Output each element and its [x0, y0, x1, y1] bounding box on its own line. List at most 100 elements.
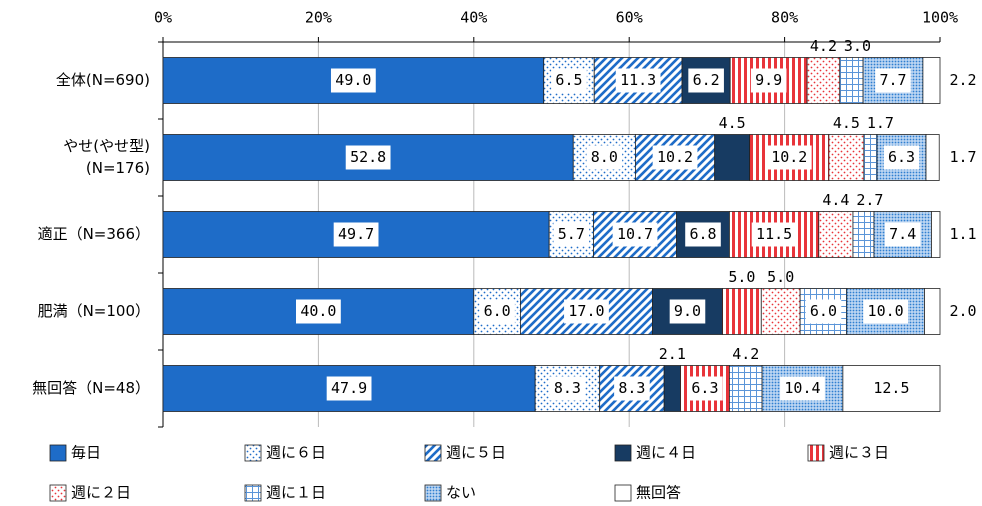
- value-label: 10.0: [868, 302, 904, 320]
- value-label: 1.7: [867, 114, 894, 132]
- value-label: 6.5: [555, 71, 582, 89]
- x-tick-label: 80%: [771, 9, 798, 27]
- value-label: 10.7: [617, 225, 653, 243]
- x-tick-label: 60%: [616, 9, 643, 27]
- value-label-box: [688, 68, 724, 93]
- category-label: 全体(N=690): [56, 71, 150, 89]
- bar-segment: [593, 57, 683, 104]
- legend-swatch: [244, 444, 262, 462]
- value-label: 11.5: [756, 225, 792, 243]
- legend-label: 週に６日: [266, 444, 326, 462]
- bar-segment: [852, 211, 875, 258]
- category-label: やせ(やせ型): [63, 137, 150, 155]
- value-label-box: [345, 145, 391, 170]
- bar-segment: [863, 134, 878, 181]
- value-label: 6.8: [689, 225, 716, 243]
- value-label: 6.0: [810, 302, 837, 320]
- x-tick-label: 40%: [460, 9, 487, 27]
- value-label-box: [751, 222, 797, 247]
- value-label: 2.7: [856, 191, 883, 209]
- value-label: 7.7: [879, 71, 906, 89]
- legend-swatch: [614, 444, 632, 462]
- value-label-box: [780, 376, 825, 401]
- value-label-box: [869, 376, 914, 401]
- value-label-box: [883, 145, 920, 170]
- bar-segment: [663, 365, 681, 412]
- value-label: 9.9: [755, 71, 782, 89]
- category-label: (N=176): [86, 159, 150, 177]
- bar-segment: [760, 288, 801, 335]
- x-tick-label: 20%: [305, 9, 332, 27]
- bar-segment: [722, 288, 762, 335]
- value-label-box: [564, 299, 609, 324]
- legend-label: 無回答: [636, 484, 681, 502]
- value-label: 4.2: [810, 37, 837, 55]
- value-label-box: [586, 145, 623, 170]
- value-label: 5.0: [767, 268, 794, 286]
- value-label: 7.4: [889, 225, 916, 243]
- value-label-box: [766, 145, 812, 170]
- value-label: 4.5: [719, 114, 746, 132]
- value-label: 2.2: [949, 71, 976, 89]
- legend-swatch: [424, 444, 442, 462]
- value-label: 6.2: [693, 71, 720, 89]
- value-label-box: [614, 376, 650, 401]
- bar-segment: [922, 57, 941, 104]
- value-label-box: [615, 68, 661, 93]
- value-label: 1.1: [949, 225, 976, 243]
- legend-swatch: [614, 484, 632, 502]
- value-label: 12.5: [873, 379, 909, 397]
- value-label-box: [875, 68, 911, 93]
- value-label: 11.3: [620, 71, 656, 89]
- legend-swatch: [807, 444, 825, 462]
- bar-segment: [729, 365, 763, 412]
- legend-label: 週に５日: [446, 444, 506, 462]
- value-label: 52.8: [350, 148, 386, 166]
- legend-swatch: [49, 444, 67, 462]
- value-label: 40.0: [300, 302, 336, 320]
- value-label-box: [687, 376, 723, 401]
- value-label: 5.7: [558, 225, 585, 243]
- value-label: 6.0: [484, 302, 511, 320]
- x-tick-label: 100%: [922, 9, 958, 27]
- bar-segment: [925, 134, 940, 181]
- value-label-box: [652, 145, 698, 170]
- bar-segment: [652, 288, 723, 335]
- value-label: 6.3: [691, 379, 718, 397]
- value-label-box: [553, 222, 590, 247]
- value-label-box: [884, 222, 921, 247]
- bar-segment: [806, 57, 841, 104]
- value-label: 8.0: [591, 148, 618, 166]
- value-label: 9.0: [674, 302, 701, 320]
- legend-label: 毎日: [71, 444, 101, 462]
- value-label: 10.2: [771, 148, 807, 166]
- value-label-box: [549, 376, 586, 401]
- legend-label: 週に４日: [636, 444, 696, 462]
- bar-segment: [729, 57, 808, 104]
- legend-swatch: [244, 484, 262, 502]
- value-label-box: [805, 299, 842, 324]
- value-label: 10.4: [784, 379, 820, 397]
- value-label: 10.2: [657, 148, 693, 166]
- bar-segment: [924, 288, 941, 335]
- value-label-box: [863, 299, 909, 324]
- category-label: 適正（N=366）: [38, 225, 150, 243]
- bar-segment: [828, 134, 865, 181]
- legend-label: 週に２日: [71, 484, 131, 502]
- value-label-box: [330, 68, 376, 93]
- bar-segment: [931, 211, 941, 258]
- value-label: 49.7: [338, 225, 374, 243]
- value-label-box: [479, 299, 515, 324]
- value-label-box: [750, 68, 787, 93]
- value-label: 2.1: [659, 345, 686, 363]
- value-label: 2.0: [949, 302, 976, 320]
- value-label-box: [296, 299, 341, 324]
- value-label: 6.3: [888, 148, 915, 166]
- bar-segment: [714, 134, 751, 181]
- x-tick-label: 0%: [154, 9, 172, 27]
- value-label: 3.0: [844, 37, 871, 55]
- value-label: 4.4: [822, 191, 849, 209]
- value-label: 1.7: [949, 148, 976, 166]
- value-label-box: [333, 222, 379, 247]
- legend-label: ない: [446, 484, 476, 502]
